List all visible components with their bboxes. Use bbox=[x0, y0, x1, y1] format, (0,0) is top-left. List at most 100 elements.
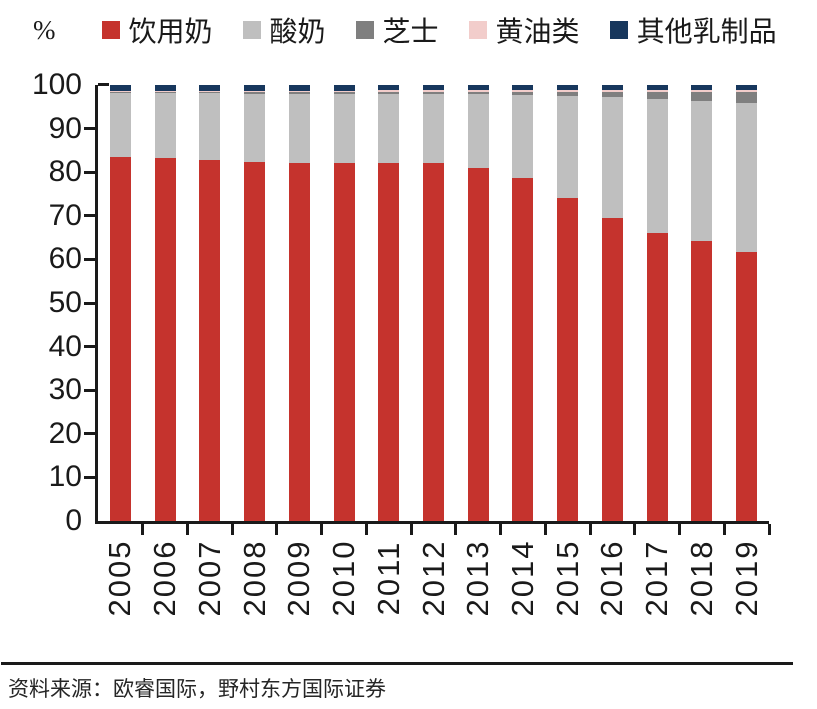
bar-segment bbox=[736, 103, 758, 252]
x-axis-tick bbox=[633, 524, 637, 535]
bar-segment bbox=[109, 156, 131, 521]
bar-segment bbox=[557, 198, 579, 521]
bar-segment bbox=[333, 85, 355, 91]
legend-item-5: 其他乳制品 bbox=[609, 10, 777, 50]
bar-segment bbox=[244, 92, 266, 94]
legend-swatch-icon bbox=[609, 21, 628, 39]
bar-segment bbox=[333, 162, 355, 521]
stacked-bar-2012 bbox=[423, 85, 444, 521]
bar-segment bbox=[601, 97, 623, 218]
bar-segment bbox=[691, 101, 713, 242]
bar-segment bbox=[467, 90, 489, 92]
bar-segment bbox=[288, 93, 310, 163]
x-axis-tick bbox=[722, 524, 726, 535]
y-axis-label-60: 60 bbox=[48, 242, 82, 276]
bar-segment bbox=[333, 93, 355, 163]
bar-segment bbox=[154, 85, 176, 91]
y-axis-label-50: 50 bbox=[48, 286, 82, 319]
bar-segment bbox=[154, 158, 176, 521]
bar-segment bbox=[423, 90, 444, 92]
x-axis-label-2009: 2009 bbox=[281, 539, 317, 617]
y-axis-tick bbox=[84, 432, 95, 436]
y-axis-label-10: 10 bbox=[48, 460, 82, 494]
bar-segment bbox=[601, 92, 623, 98]
bar-segment bbox=[199, 90, 221, 92]
bar-segment bbox=[601, 85, 623, 91]
x-axis-label-2005: 2005 bbox=[102, 539, 138, 617]
x-axis-tick bbox=[185, 524, 189, 535]
x-axis-tick bbox=[320, 524, 324, 535]
bar-segment bbox=[378, 93, 400, 163]
x-axis-label-2007: 2007 bbox=[191, 539, 227, 617]
bar-segment bbox=[512, 85, 534, 91]
bar-segment bbox=[109, 93, 131, 157]
y-axis-label-0: 0 bbox=[65, 504, 82, 537]
bar-segment bbox=[512, 177, 534, 521]
x-axis-tick bbox=[543, 524, 547, 535]
bar-segment bbox=[691, 90, 713, 93]
stacked-bar-2019 bbox=[736, 85, 758, 521]
bar-segment bbox=[199, 92, 221, 94]
y-axis-label-20: 20 bbox=[48, 416, 82, 450]
bar-segment bbox=[646, 92, 668, 99]
source-note: 资料来源：欧睿国际，野村东方国际证券 bbox=[8, 677, 386, 701]
bar-segment bbox=[109, 92, 131, 94]
x-axis-label-2015: 2015 bbox=[549, 539, 585, 617]
bar-segment bbox=[601, 90, 623, 92]
x-axis-tick bbox=[409, 524, 413, 535]
bar-segment bbox=[154, 92, 176, 94]
bar-segment bbox=[736, 92, 758, 104]
bar-segment bbox=[736, 251, 758, 521]
x-axis-label-2016: 2016 bbox=[594, 539, 630, 617]
bar-segment bbox=[154, 90, 176, 92]
legend-label: 芝士 bbox=[382, 17, 439, 48]
y-axis-label-30: 30 bbox=[48, 373, 82, 407]
stacked-bar-2011 bbox=[378, 85, 400, 521]
stacked-bar-2015 bbox=[557, 85, 579, 521]
y-axis-top-tick bbox=[98, 83, 109, 86]
x-axis-label-2008: 2008 bbox=[236, 539, 272, 617]
stacked-bar-2008 bbox=[244, 85, 266, 521]
bar-segment bbox=[378, 85, 400, 91]
bar-segment bbox=[333, 92, 355, 94]
stacked-bar-2005 bbox=[109, 85, 131, 521]
stacked-bar-2013 bbox=[467, 85, 489, 521]
legend-item-4: 黄油类 bbox=[468, 10, 580, 50]
legend-row: % 饮用奶 酸奶 芝士 黄油类 其他乳制品 bbox=[33, 10, 777, 50]
x-axis-tick bbox=[499, 524, 503, 535]
y-axis-tick bbox=[84, 170, 95, 174]
bar-segment bbox=[423, 93, 444, 164]
bar-segment bbox=[646, 90, 668, 92]
x-axis-label-2017: 2017 bbox=[639, 539, 675, 617]
bar-segment bbox=[467, 85, 489, 91]
stacked-bar-2007 bbox=[199, 85, 221, 521]
bar-segment bbox=[646, 85, 668, 91]
bar-segment bbox=[467, 94, 489, 168]
legend-item-3: 芝士 bbox=[355, 10, 439, 50]
bar-segment bbox=[199, 93, 221, 160]
bar-segment bbox=[467, 167, 489, 521]
bar-segment bbox=[646, 98, 668, 234]
bar-segment bbox=[557, 90, 579, 92]
bar-segment bbox=[736, 90, 758, 93]
y-axis-label-40: 40 bbox=[48, 329, 82, 363]
y-axis-tick bbox=[84, 127, 95, 131]
stacked-bar-2006 bbox=[154, 85, 176, 521]
x-axis-tick bbox=[767, 524, 771, 535]
x-axis-tick bbox=[678, 524, 682, 535]
bar-segment bbox=[691, 92, 713, 102]
chart-legend: 饮用奶 酸奶 芝士 黄油类 其他乳制品 bbox=[101, 10, 777, 50]
legend-label: 其他乳制品 bbox=[636, 17, 777, 48]
legend-item-2: 酸奶 bbox=[242, 10, 326, 50]
legend-swatch-icon bbox=[242, 21, 261, 39]
bar-segment bbox=[646, 233, 668, 521]
stacked-bar-2016 bbox=[601, 85, 623, 521]
y-axis-tick bbox=[84, 214, 95, 218]
y-axis-label-90: 90 bbox=[48, 111, 82, 145]
y-axis-tick bbox=[84, 301, 95, 305]
legend-item-1: 饮用奶 bbox=[101, 10, 213, 50]
bar-segment bbox=[423, 163, 444, 521]
y-axis-label-70: 70 bbox=[48, 198, 82, 232]
x-axis-label-2011: 2011 bbox=[370, 540, 406, 616]
